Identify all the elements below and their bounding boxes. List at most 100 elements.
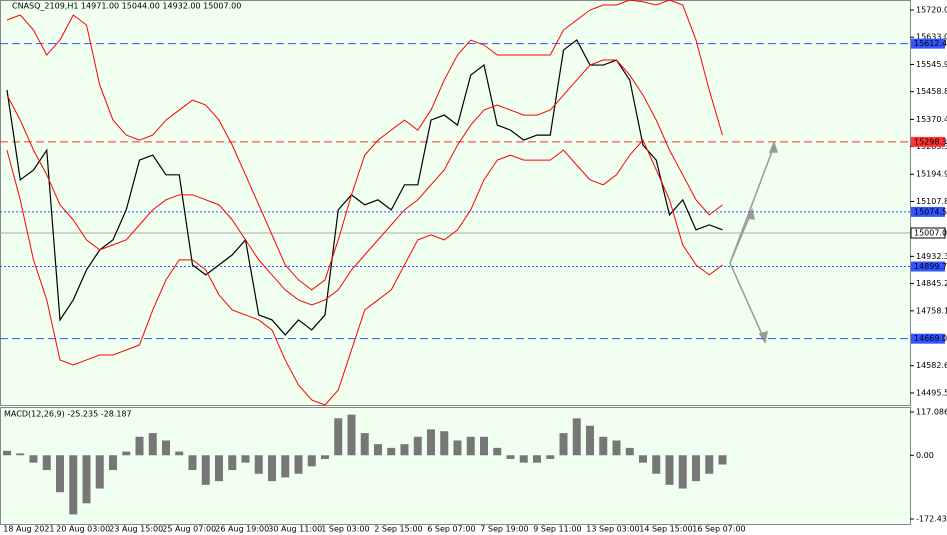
macd-bar: [347, 414, 356, 456]
level-label: 15007.00: [914, 228, 947, 237]
macd-bar: [466, 436, 475, 456]
macd-bar: [135, 436, 144, 456]
level-label: 14669.06: [914, 334, 947, 343]
macd-bar: [334, 418, 343, 456]
macd-bar: [427, 429, 435, 456]
x-tick-label: 26 Aug 19:00: [215, 525, 269, 534]
macd-bar: [254, 455, 263, 474]
macd-bar: [360, 433, 369, 456]
price-line: [6, 39, 723, 336]
macd-bar: [215, 455, 223, 482]
macd-bar: [692, 455, 700, 482]
y-tick-label: 117.086: [916, 407, 947, 416]
y-tick-label: 0.00: [916, 451, 934, 460]
macd-bar: [506, 455, 515, 459]
y-tick-label: 15458.80: [916, 87, 947, 96]
macd-bar: [56, 455, 64, 493]
x-tick-label: 23 Aug 15:00: [109, 525, 163, 534]
y-tick-label: 14932.30: [916, 252, 947, 261]
macd-bar: [533, 455, 541, 463]
macd-bar: [652, 455, 661, 474]
macd-bar: [29, 455, 38, 463]
macd-bar: [572, 418, 581, 456]
macd-bar: [268, 455, 276, 482]
level-label-box: [911, 38, 945, 49]
y-tick-label: 15370.40: [916, 115, 947, 124]
x-tick-label: 25 Aug 07:00: [162, 525, 216, 534]
macd-bar: [665, 455, 674, 485]
macd-bar: [321, 455, 329, 459]
macd-bar: [69, 455, 78, 515]
macd-bar: [3, 450, 11, 456]
macd-panel-border: [0, 407, 911, 525]
macd-bar: [82, 455, 91, 504]
macd-bar: [599, 436, 608, 456]
macd-bar: [281, 455, 290, 478]
x-tick-label: 16 Sep 07:00: [692, 525, 745, 534]
macd-bar: [201, 455, 210, 485]
y-tick-label: 14845.20: [916, 279, 947, 288]
macd-bar: [586, 425, 594, 456]
y-tick-label: 14495.50: [916, 388, 947, 397]
macd-bar: [122, 451, 131, 456]
y-tick-label: 15545.90: [916, 60, 947, 69]
macd-bar: [241, 455, 250, 463]
x-tick-label: 14 Sep 15:00: [639, 525, 692, 534]
macd-bar: [705, 455, 714, 474]
y-tick-label: 14758.10: [916, 306, 947, 315]
macd-bar: [480, 436, 488, 456]
macd-bar: [175, 451, 184, 456]
x-tick-label: 2 Sep 15:00: [374, 525, 422, 534]
level-label-box: [911, 261, 945, 272]
macd-bar: [413, 436, 422, 456]
macd-bar: [718, 455, 727, 465]
macd-bar: [440, 431, 449, 456]
x-tick-label: 9 Sep 11:00: [533, 525, 581, 534]
level-label: 14899.79: [914, 262, 947, 271]
y-tick-label: 15633.00: [916, 33, 947, 42]
macd-bar: [16, 453, 25, 456]
macd-bar: [294, 455, 303, 474]
x-tick-label: 30 Aug 11:00: [268, 525, 322, 534]
arrow: [729, 145, 775, 264]
y-tick-label: 15720.00: [916, 6, 947, 15]
band-line: [6, 59, 723, 306]
macd-bar: [493, 447, 502, 456]
y-tick-label: -172.432: [916, 514, 947, 523]
macd-bar: [453, 440, 462, 456]
arrow: [729, 262, 765, 340]
x-tick-label: 18 Aug 2021: [3, 525, 54, 534]
macd-bar: [374, 444, 382, 456]
y-tick-label: 15194.90: [916, 170, 947, 179]
macd-bar: [546, 455, 555, 459]
macd-bar: [387, 447, 396, 456]
level-label: 15074.50: [914, 207, 947, 216]
arrow: [729, 212, 752, 264]
macd-bar: [625, 447, 634, 456]
macd-bar: [109, 455, 117, 471]
x-tick-label: 6 Sep 07:00: [427, 525, 475, 534]
level-label-box: [911, 206, 945, 217]
arrow-head: [758, 330, 768, 344]
macd-bar: [612, 440, 621, 456]
price-panel-border: [0, 0, 911, 406]
macd-bar: [639, 455, 647, 463]
level-label-box: [910, 227, 946, 239]
level-label: 15612.49: [914, 39, 947, 48]
macd-bar: [519, 455, 528, 463]
x-tick-label: 1 Sep 03:00: [321, 525, 369, 534]
chart-title: CNASQ_2109,H1 14971.00 15044.00 14932.00…: [12, 2, 241, 11]
macd-bar: [307, 455, 316, 467]
y-tick-label: 15107.80: [916, 197, 947, 206]
macd-bar: [42, 455, 51, 471]
x-tick-label: 20 Aug 03:00: [56, 525, 110, 534]
macd-bar: [162, 440, 170, 456]
macd-title: MACD(12,26,9) -25.235 -28.187: [4, 410, 132, 419]
macd-bar: [148, 433, 157, 456]
x-tick-label: 7 Sep 19:00: [480, 525, 528, 534]
macd-bar: [559, 433, 568, 456]
macd-bar: [188, 455, 197, 471]
y-tick-label: 14582.60: [916, 361, 947, 370]
